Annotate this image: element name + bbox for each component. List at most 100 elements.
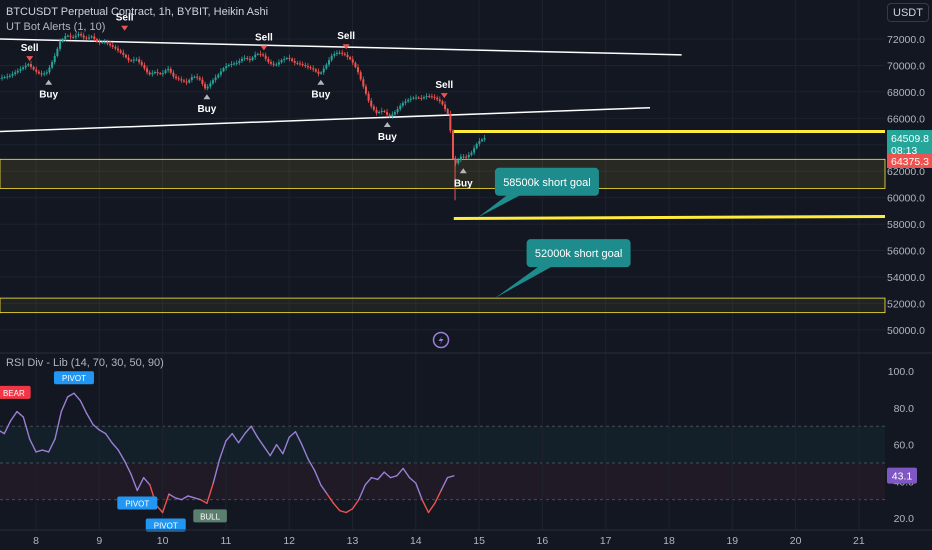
candle-body xyxy=(306,66,309,68)
rsi-segment xyxy=(345,508,354,514)
trendline[interactable] xyxy=(0,38,682,56)
candle-body xyxy=(72,36,75,38)
time-tick-label: 14 xyxy=(410,535,422,547)
trendline[interactable] xyxy=(0,106,651,133)
buy-arrow-icon xyxy=(317,79,325,85)
rsi-line xyxy=(0,392,455,514)
candle-body xyxy=(175,76,178,79)
candle-body xyxy=(256,53,259,55)
rsi-segment xyxy=(231,432,240,444)
candle-body xyxy=(164,70,167,74)
candle-body xyxy=(275,64,278,66)
candle-body xyxy=(180,79,183,81)
candle-body xyxy=(243,57,246,59)
rsi-segment xyxy=(3,420,12,435)
candle-body xyxy=(285,57,288,60)
sell-arrow-icon xyxy=(121,25,129,31)
candle-body xyxy=(270,62,273,64)
buy-arrow-icon xyxy=(459,168,467,174)
candle-body xyxy=(122,52,125,55)
rsi-divergence-label: BEAR xyxy=(3,389,25,398)
candle-body xyxy=(167,68,170,71)
sell-signal-label: Sell xyxy=(21,43,39,54)
candle-body xyxy=(130,60,133,62)
rsi-segment xyxy=(60,396,69,413)
rsi-divergence-tag xyxy=(193,509,227,523)
callout-box[interactable] xyxy=(526,239,631,268)
candle-body xyxy=(88,37,91,39)
candle-body xyxy=(211,80,214,84)
candle-body xyxy=(204,83,207,89)
rsi-segment xyxy=(434,489,442,505)
rsi-segment xyxy=(351,498,360,510)
rsi-segment xyxy=(339,509,347,514)
candle-body xyxy=(386,112,389,115)
candle-body xyxy=(56,48,59,56)
candle-body xyxy=(277,62,280,65)
candle-body xyxy=(299,63,302,65)
buy-signal-label: Buy xyxy=(454,178,473,189)
candle-body xyxy=(251,57,254,61)
buy-signal-label: Buy xyxy=(311,90,330,101)
previous-price-tag xyxy=(887,154,932,168)
rsi-segment xyxy=(364,476,373,486)
candle-body xyxy=(135,59,138,61)
chart-title: BTCUSDT Perpetual Contract, 1h, BYBIT, H… xyxy=(6,6,268,18)
last-price-tag xyxy=(887,130,932,158)
candle-body xyxy=(22,67,25,70)
buy-sell-signals: Sell Buy Sell Buy Sell Buy Sell Buy Sell Buy xyxy=(21,13,473,190)
rsi-segment xyxy=(427,502,436,514)
candle-body xyxy=(103,41,106,43)
candle-body xyxy=(246,57,249,60)
sell-arrow-icon xyxy=(26,56,34,62)
candle-body xyxy=(74,35,77,38)
candle-body xyxy=(66,35,69,37)
candle-body xyxy=(428,96,431,98)
candle-body xyxy=(304,64,307,67)
short-goal-callouts[interactable]: 58500k short goal 52000k short goal xyxy=(477,167,631,299)
candle-body xyxy=(264,55,267,59)
rsi-divergence-tag xyxy=(145,518,186,532)
candle-body xyxy=(399,105,402,110)
rsi-segment xyxy=(421,498,430,514)
callout-box[interactable] xyxy=(494,167,599,196)
rsi-pane[interactable]: BEAR PIVOT PIVOT PIVOT BULL xyxy=(0,354,885,532)
candle-body xyxy=(27,64,30,66)
sell-arrow-icon xyxy=(260,45,268,51)
rsi-segment xyxy=(79,399,88,415)
price-axis[interactable]: 50000.0 52000.0 54000.0 56000.0 58000.0 60000… xyxy=(887,34,932,337)
currency-button[interactable]: USDT xyxy=(887,3,929,22)
candle-body xyxy=(454,158,457,164)
rsi-segment xyxy=(332,502,341,512)
rsi-divergence-label: BULL xyxy=(200,512,221,521)
candle-body xyxy=(457,159,460,164)
rsi-segment xyxy=(301,443,309,460)
rsi-segment xyxy=(440,476,449,492)
candle-body xyxy=(375,109,378,114)
rsi-segment xyxy=(326,493,335,505)
candle-body xyxy=(32,66,35,70)
candle-body xyxy=(433,96,436,98)
price-tick-label: 52000.0 xyxy=(887,298,925,310)
rsi-segment xyxy=(161,493,170,514)
candle-body xyxy=(225,66,228,69)
trendlines[interactable] xyxy=(0,38,682,133)
rsi-tick-label: 20.0 xyxy=(894,513,915,525)
sell-signal-label: Sell xyxy=(337,31,355,42)
price-tick-label: 62000.0 xyxy=(887,166,925,178)
rsi-segment xyxy=(244,425,252,435)
candle-body xyxy=(436,97,439,100)
candle-body xyxy=(11,74,14,76)
candle-body xyxy=(367,93,370,101)
rsi-labels: BEAR PIVOT PIVOT PIVOT BULL xyxy=(0,371,227,532)
candle-body xyxy=(119,50,122,53)
lightning-icon[interactable] xyxy=(432,331,450,349)
candle-body xyxy=(465,156,468,158)
last-price-value: 64509.8 xyxy=(891,133,929,145)
candle-body xyxy=(444,104,447,110)
time-axis[interactable]: 8 9 10 11 12 13 14 15 16 17 18 19 20 21 xyxy=(0,529,932,547)
rsi-segment xyxy=(408,476,417,484)
support-zone xyxy=(0,158,886,189)
